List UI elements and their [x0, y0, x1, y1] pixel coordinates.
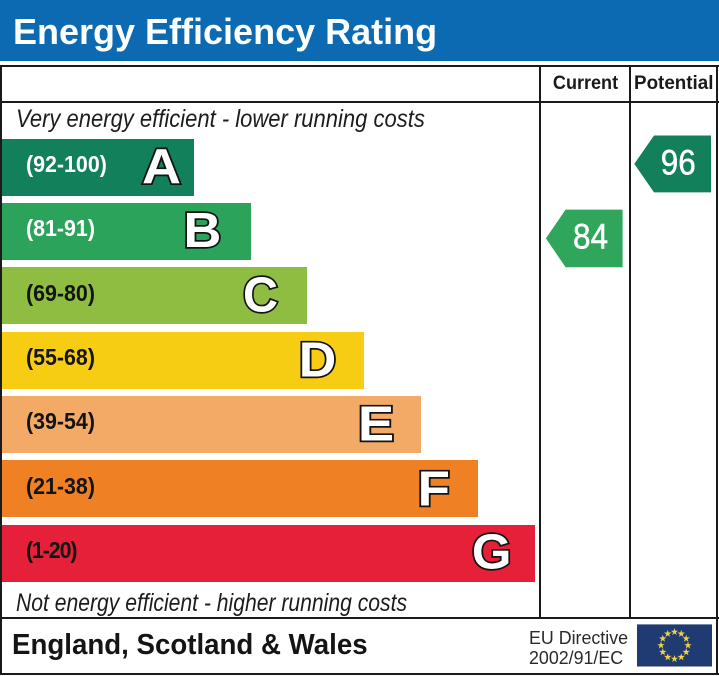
svg-text:A: A [142, 138, 181, 193]
svg-text:96: 96 [661, 144, 696, 183]
svg-text:84: 84 [573, 218, 608, 257]
svg-text:C: C [243, 268, 278, 322]
svg-text:G: G [472, 524, 512, 579]
svg-text:E: E [358, 396, 394, 451]
svg-text:F: F [418, 461, 450, 516]
svg-text:D: D [299, 332, 337, 387]
svg-text:B: B [184, 203, 222, 258]
